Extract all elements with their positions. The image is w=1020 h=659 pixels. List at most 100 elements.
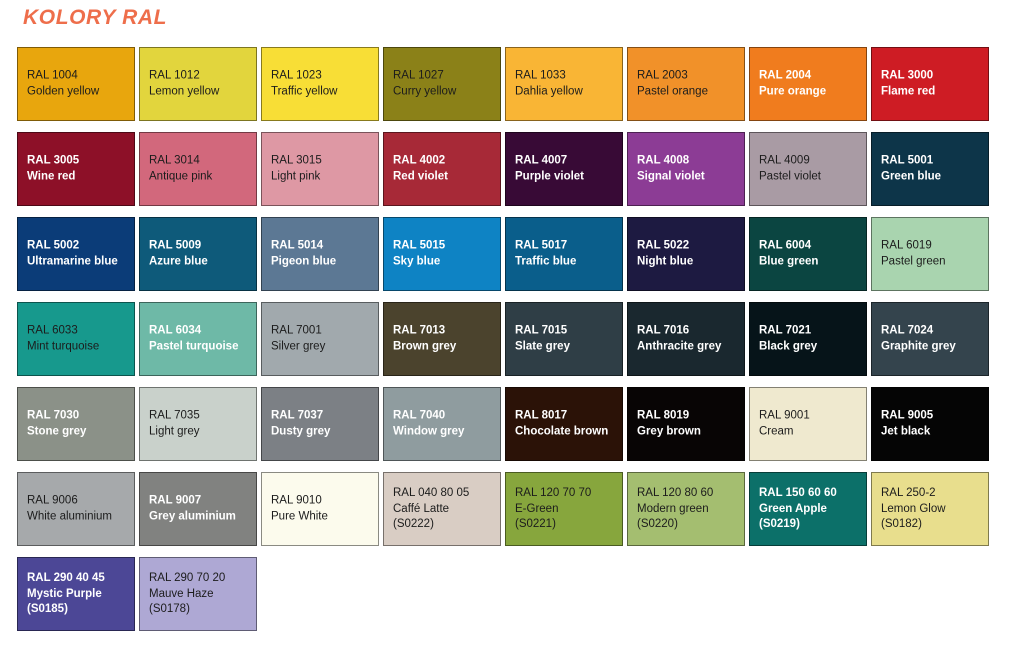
color-name: Pastel orange bbox=[637, 85, 708, 97]
color-swatch[interactable]: RAL 5017 Traffic blue bbox=[505, 217, 623, 291]
color-code: RAL 9010 bbox=[271, 494, 322, 507]
color-swatch[interactable]: RAL 9007 Grey aluminium bbox=[139, 472, 257, 546]
color-code: RAL 7013 bbox=[393, 324, 446, 337]
color-swatch[interactable]: RAL 7030 Stone grey bbox=[17, 387, 135, 461]
color-swatch[interactable]: RAL 5001 Green blue bbox=[871, 132, 989, 206]
color-reference-code: (S0182) bbox=[881, 517, 922, 530]
color-name: Light pink bbox=[271, 170, 321, 182]
color-swatch[interactable]: RAL 7016 Anthracite grey bbox=[627, 302, 745, 376]
color-swatch[interactable]: RAL 7040 Window grey bbox=[383, 387, 501, 461]
color-swatch-text: RAL 4009 Pastel violet bbox=[759, 154, 862, 185]
color-swatch[interactable]: RAL 9005 Jet black bbox=[871, 387, 989, 461]
color-name: Traffic blue bbox=[515, 255, 577, 267]
color-swatch[interactable]: RAL 7035 Light grey bbox=[139, 387, 257, 461]
color-swatch[interactable]: RAL 1027 Curry yellow bbox=[383, 47, 501, 121]
color-name: Pure White bbox=[271, 510, 328, 522]
color-code: RAL 7030 bbox=[27, 409, 80, 422]
color-swatch[interactable]: RAL 290 70 20 Mauve Haze (S0178) bbox=[139, 557, 257, 631]
color-swatch[interactable]: RAL 3015 Light pink bbox=[261, 132, 379, 206]
color-reference-code: (S0219) bbox=[759, 517, 800, 530]
color-code: RAL 9001 bbox=[759, 409, 810, 422]
color-swatch-text: RAL 2004 Pure orange bbox=[759, 69, 862, 100]
color-code: RAL 5009 bbox=[149, 239, 202, 252]
color-swatch[interactable]: RAL 4008 Signal violet bbox=[627, 132, 745, 206]
color-name: Dusty grey bbox=[271, 425, 331, 437]
color-name: Ultramarine blue bbox=[27, 255, 118, 267]
color-swatch-text: RAL 6033 Mint turquoise bbox=[27, 324, 130, 355]
color-swatch[interactable]: RAL 7037 Dusty grey bbox=[261, 387, 379, 461]
color-swatch[interactable]: RAL 1023 Traffic yellow bbox=[261, 47, 379, 121]
color-swatch[interactable]: RAL 9006 White aluminium bbox=[17, 472, 135, 546]
color-name: Stone grey bbox=[27, 425, 87, 437]
color-swatch[interactable]: RAL 5022 Night blue bbox=[627, 217, 745, 291]
color-swatch-text: RAL 5009 Azure blue bbox=[149, 239, 252, 270]
color-swatch-text: RAL 9005 Jet black bbox=[881, 409, 984, 440]
color-swatch[interactable]: RAL 3014 Antique pink bbox=[139, 132, 257, 206]
color-name: Azure blue bbox=[149, 255, 208, 267]
color-code: RAL 7016 bbox=[637, 324, 690, 337]
color-name: Mauve Haze bbox=[149, 587, 214, 600]
color-swatch-text: RAL 1033 Dahlia yellow bbox=[515, 69, 618, 100]
color-swatch[interactable]: RAL 2004 Pure orange bbox=[749, 47, 867, 121]
color-swatch[interactable]: RAL 5009 Azure blue bbox=[139, 217, 257, 291]
color-swatch[interactable]: RAL 1033 Dahlia yellow bbox=[505, 47, 623, 121]
color-swatch[interactable]: RAL 7015 Slate grey bbox=[505, 302, 623, 376]
color-swatch[interactable]: RAL 9010 Pure White bbox=[261, 472, 379, 546]
color-name: Curry yellow bbox=[393, 85, 457, 97]
color-code: RAL 9006 bbox=[27, 494, 78, 507]
color-swatch-text: RAL 8019 Grey brown bbox=[637, 409, 740, 440]
color-name: Mint turquoise bbox=[27, 340, 100, 352]
color-swatch-text: RAL 5014 Pigeon blue bbox=[271, 239, 374, 270]
color-swatch-text: RAL 7013 Brown grey bbox=[393, 324, 496, 355]
color-name: Pastel turquoise bbox=[149, 340, 239, 352]
color-swatch[interactable]: RAL 150 60 60 Green Apple (S0219) bbox=[749, 472, 867, 546]
color-swatch[interactable]: RAL 1012 Lemon yellow bbox=[139, 47, 257, 121]
color-code: RAL 1004 bbox=[27, 69, 78, 82]
color-swatch[interactable]: RAL 8019 Grey brown bbox=[627, 387, 745, 461]
color-swatch[interactable]: RAL 120 80 60 Modern green (S0220) bbox=[627, 472, 745, 546]
color-code: RAL 5022 bbox=[637, 239, 690, 252]
color-swatch[interactable]: RAL 290 40 45 Mystic Purple (S0185) bbox=[17, 557, 135, 631]
color-swatch[interactable]: RAL 3000 Flame red bbox=[871, 47, 989, 121]
color-swatch[interactable]: RAL 3005 Wine red bbox=[17, 132, 135, 206]
color-code: RAL 290 70 20 bbox=[149, 571, 226, 584]
color-swatch-text: RAL 4008 Signal violet bbox=[637, 154, 740, 185]
color-swatch-text: RAL 290 70 20 Mauve Haze (S0178) bbox=[149, 571, 252, 618]
color-name: Anthracite grey bbox=[637, 340, 722, 352]
color-swatch-text: RAL 1012 Lemon yellow bbox=[149, 69, 252, 100]
color-swatch[interactable]: RAL 6033 Mint turquoise bbox=[17, 302, 135, 376]
color-code: RAL 7024 bbox=[881, 324, 934, 337]
color-code: RAL 3005 bbox=[27, 154, 80, 167]
color-swatch[interactable]: RAL 7001 Silver grey bbox=[261, 302, 379, 376]
color-swatch[interactable]: RAL 1004 Golden yellow bbox=[17, 47, 135, 121]
color-name: Night blue bbox=[637, 255, 694, 267]
color-swatch[interactable]: RAL 8017 Chocolate brown bbox=[505, 387, 623, 461]
color-swatch-text: RAL 7040 Window grey bbox=[393, 409, 496, 440]
color-swatch[interactable]: RAL 7013 Brown grey bbox=[383, 302, 501, 376]
color-swatch[interactable]: RAL 4009 Pastel violet bbox=[749, 132, 867, 206]
color-swatch[interactable]: RAL 7021 Black grey bbox=[749, 302, 867, 376]
color-swatch[interactable]: RAL 040 80 05 Caffé Latte (S0222) bbox=[383, 472, 501, 546]
color-swatch-text: RAL 4007 Purple violet bbox=[515, 154, 618, 185]
color-swatch[interactable]: RAL 5015 Sky blue bbox=[383, 217, 501, 291]
color-swatch[interactable]: RAL 250-2 Lemon Glow (S0182) bbox=[871, 472, 989, 546]
color-reference-code: (S0185) bbox=[27, 602, 68, 615]
color-swatch-text: RAL 6004 Blue green bbox=[759, 239, 862, 270]
color-swatch[interactable]: RAL 7024 Graphite grey bbox=[871, 302, 989, 376]
color-name: Flame red bbox=[881, 85, 936, 97]
color-code: RAL 4009 bbox=[759, 154, 810, 167]
color-swatch[interactable]: RAL 120 70 70 E-Green (S0221) bbox=[505, 472, 623, 546]
color-swatch-text: RAL 5001 Green blue bbox=[881, 154, 984, 185]
color-swatch[interactable]: RAL 6004 Blue green bbox=[749, 217, 867, 291]
color-swatch[interactable]: RAL 5002 Ultramarine blue bbox=[17, 217, 135, 291]
color-swatch[interactable]: RAL 4002 Red violet bbox=[383, 132, 501, 206]
color-swatch[interactable]: RAL 6034 Pastel turquoise bbox=[139, 302, 257, 376]
color-swatch-text: RAL 3015 Light pink bbox=[271, 154, 374, 185]
color-swatch[interactable]: RAL 9001 Cream bbox=[749, 387, 867, 461]
color-swatch[interactable]: RAL 6019 Pastel green bbox=[871, 217, 989, 291]
color-swatch[interactable]: RAL 5014 Pigeon blue bbox=[261, 217, 379, 291]
color-swatch[interactable]: RAL 2003 Pastel orange bbox=[627, 47, 745, 121]
color-swatch-text: RAL 040 80 05 Caffé Latte (S0222) bbox=[393, 486, 496, 533]
color-code: RAL 4007 bbox=[515, 154, 568, 167]
color-swatch[interactable]: RAL 4007 Purple violet bbox=[505, 132, 623, 206]
